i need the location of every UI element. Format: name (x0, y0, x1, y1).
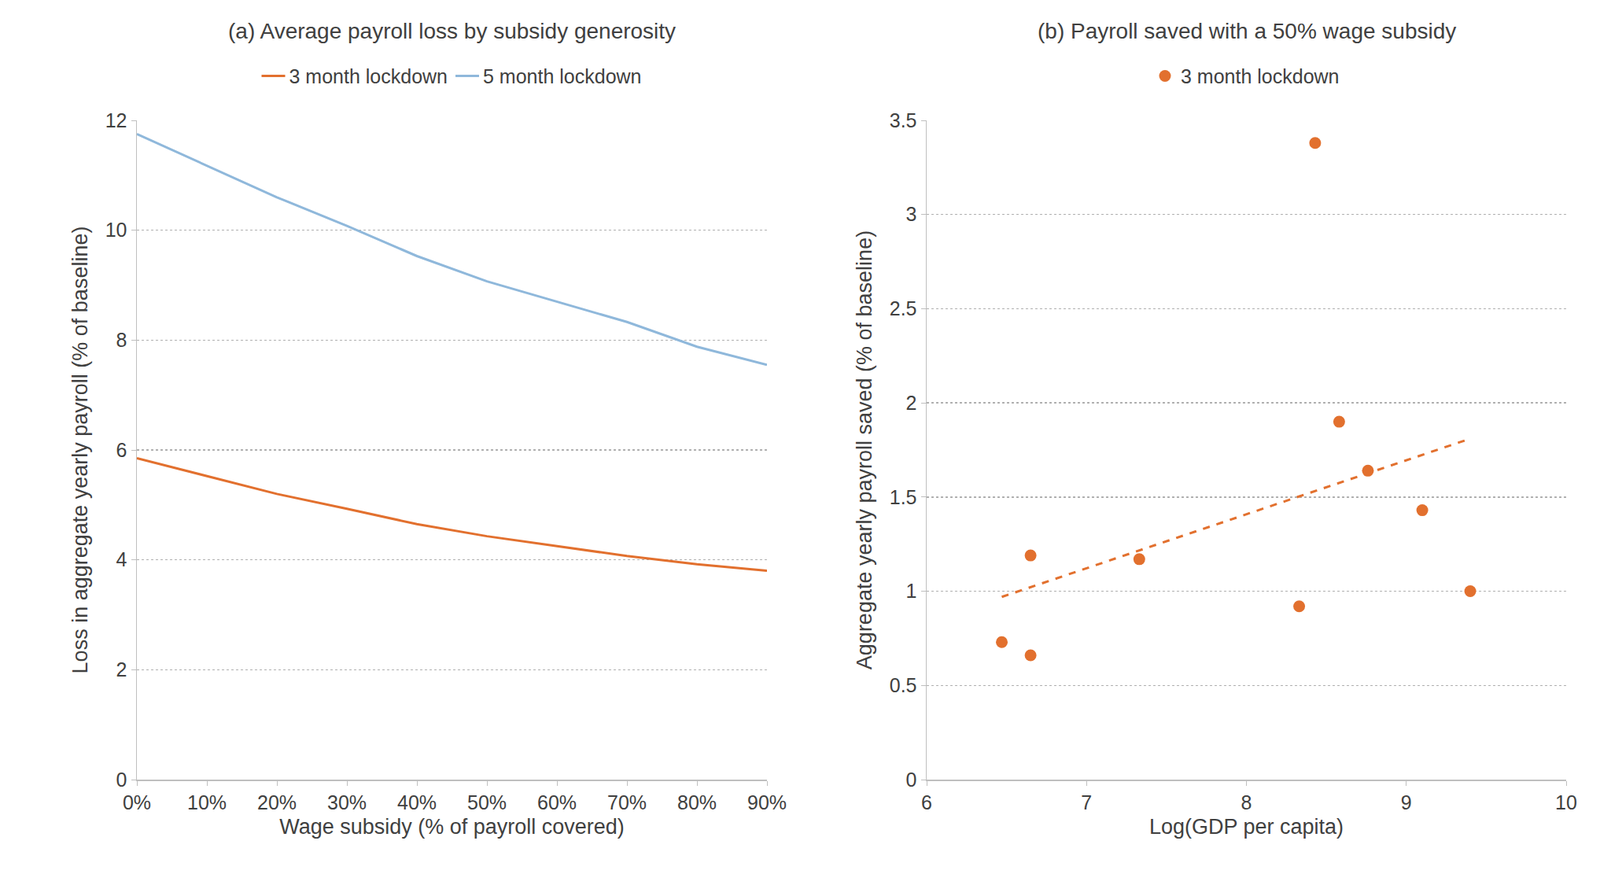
svg-text:1.5: 1.5 (889, 486, 918, 509)
svg-text:1: 1 (906, 579, 918, 602)
svg-text:9: 9 (1400, 791, 1412, 814)
svg-text:20%: 20% (257, 791, 297, 814)
svg-text:8: 8 (116, 328, 128, 351)
svg-text:10: 10 (105, 218, 128, 241)
svg-text:4: 4 (116, 548, 128, 571)
svg-text:0: 0 (116, 768, 128, 791)
svg-text:12: 12 (105, 109, 128, 132)
svg-text:10%: 10% (187, 791, 227, 814)
svg-text:3 month lockdown: 3 month lockdown (1180, 65, 1340, 88)
svg-text:3.5: 3.5 (889, 109, 918, 132)
svg-text:6: 6 (921, 791, 933, 814)
svg-text:3: 3 (906, 202, 918, 225)
svg-text:5 month lockdown: 5 month lockdown (482, 65, 642, 88)
svg-text:Aggregate yearly payroll saved: Aggregate yearly payroll saved (% of bas… (852, 230, 877, 670)
svg-text:90%: 90% (747, 791, 787, 814)
svg-text:Loss in aggregate yearly payro: Loss in aggregate yearly payroll (% of b… (68, 226, 93, 675)
svg-text:7: 7 (1080, 791, 1092, 814)
svg-text:0.5: 0.5 (889, 674, 918, 697)
svg-text:70%: 70% (607, 791, 647, 814)
svg-text:8: 8 (1241, 791, 1253, 814)
svg-text:60%: 60% (537, 791, 577, 814)
svg-text:3 month lockdown: 3 month lockdown (289, 65, 449, 88)
svg-text:2: 2 (116, 658, 128, 681)
svg-text:2: 2 (906, 391, 918, 414)
svg-text:Log(GDP per capita): Log(GDP per capita) (1149, 814, 1344, 839)
svg-text:50%: 50% (467, 791, 507, 814)
svg-text:0: 0 (906, 768, 918, 791)
svg-text:80%: 80% (677, 791, 717, 814)
svg-text:40%: 40% (397, 791, 437, 814)
svg-text:10: 10 (1555, 791, 1578, 814)
svg-text:6: 6 (116, 438, 128, 461)
svg-text:0%: 0% (122, 791, 152, 814)
svg-text:30%: 30% (327, 791, 367, 814)
svg-text:2.5: 2.5 (889, 297, 918, 320)
svg-text:(a) Average payroll loss by su: (a) Average payroll loss by subsidy gene… (228, 18, 676, 44)
svg-text:(b) Payroll saved with a 50% w: (b) Payroll saved with a 50% wage subsid… (1037, 18, 1457, 44)
svg-text:Wage subsidy (% of payroll cov: Wage subsidy (% of payroll covered) (279, 814, 625, 839)
